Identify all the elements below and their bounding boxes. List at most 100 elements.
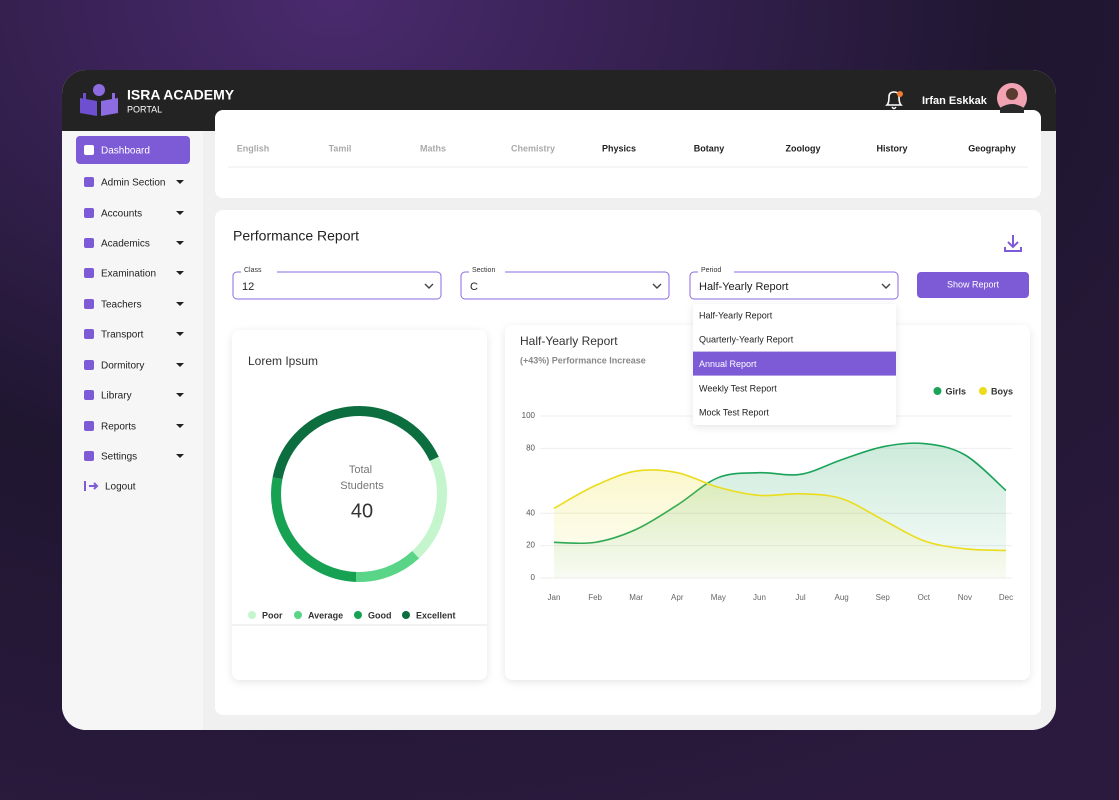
menu-item[interactable]: Reports (101, 422, 136, 433)
subject-tab[interactable]: Botany (694, 143, 725, 153)
dropdown-option[interactable]: Annual Report (699, 359, 757, 369)
filter-label-bg (469, 267, 505, 275)
x-tick-label: May (711, 593, 726, 602)
menu-item[interactable]: Settings (101, 452, 137, 463)
menu-item[interactable]: Accounts (101, 209, 142, 220)
legend-swatch (933, 387, 942, 395)
menu-arrow (176, 302, 184, 306)
menu-icon (84, 329, 94, 339)
dropdown-option[interactable]: Weekly Test Report (699, 383, 777, 393)
legend-label: Boys (991, 386, 1013, 396)
dropdown-option[interactable]: Mock Test Report (699, 408, 769, 418)
subject-tab[interactable]: Physics (602, 143, 636, 153)
menu-item[interactable]: Dashboard (101, 146, 150, 157)
filter-label: Class (244, 267, 262, 274)
legend-swatch (294, 611, 302, 619)
dropdown-option[interactable]: Half-Yearly Report (699, 310, 773, 320)
active-item-bg (76, 136, 190, 164)
menu-item[interactable]: Library (101, 391, 132, 402)
donut-segment (355, 550, 420, 582)
download-icon[interactable] (1004, 235, 1022, 252)
menu-arrow (176, 241, 184, 245)
center-total: 40 (351, 500, 373, 522)
x-tick-label: Jul (795, 593, 805, 602)
x-tick-label: Sep (876, 593, 891, 602)
legend-swatch (248, 611, 256, 619)
menu-arrow (176, 424, 184, 428)
subject-tab[interactable]: Maths (420, 143, 446, 153)
filter-select[interactable] (460, 271, 670, 300)
menu-icon (84, 451, 94, 461)
filter-label-bg (698, 267, 734, 275)
subject-tab[interactable]: Geography (968, 143, 1016, 153)
app-subtitle: PORTAL (127, 104, 162, 114)
notification-bell[interactable] (885, 91, 903, 110)
filter-label-bg (241, 267, 277, 275)
app-title: ISRA ACADEMY (127, 87, 235, 103)
user-name: Irfan Eskkak (922, 95, 988, 107)
show-report-button[interactable] (917, 272, 1029, 298)
menu-icon (84, 268, 94, 278)
donut-segment (272, 406, 439, 480)
subjects-card (215, 110, 1041, 198)
x-tick-label: Oct (918, 593, 931, 602)
menu-item[interactable]: Transport (101, 330, 144, 341)
x-tick-label: Apr (671, 593, 684, 602)
menu-item[interactable]: Examination (101, 269, 156, 280)
menu-icon (84, 177, 94, 187)
filter-label: Section (472, 267, 495, 274)
subject-tab[interactable]: History (876, 143, 907, 153)
chevron (652, 283, 662, 289)
x-tick-label: Mar (629, 593, 643, 602)
menu-arrow (176, 211, 184, 215)
y-tick-label: 20 (526, 541, 535, 550)
dropdown-highlight (693, 351, 896, 376)
subject-tab[interactable]: Zoology (786, 143, 821, 153)
avatar[interactable] (997, 83, 1027, 113)
chart-subtitle: (+43%) Performance Increase (520, 355, 646, 365)
subject-tab[interactable]: Chemistry (511, 143, 555, 153)
app-window (62, 70, 1056, 730)
x-tick-label: Feb (588, 593, 602, 602)
donut-segment (271, 477, 357, 582)
subject-tab[interactable]: English (237, 143, 270, 153)
filter-select[interactable] (232, 271, 442, 300)
filter-label: Period (701, 267, 721, 274)
button-label: Show Report (947, 279, 1000, 289)
menu-item[interactable]: Logout (105, 482, 136, 493)
menu-arrow (176, 332, 184, 336)
menu-item[interactable]: Admin Section (101, 178, 165, 189)
legend-swatch (402, 611, 410, 619)
dropdown-option[interactable]: Quarterly-Yearly Report (699, 335, 794, 345)
filter-value: 12 (242, 281, 254, 293)
center-label: Total Students (340, 464, 384, 492)
menu-arrow (176, 393, 184, 397)
menu-icon (84, 421, 94, 431)
legend-label: Poor (262, 610, 283, 620)
series-line (553, 469, 1007, 552)
menu-item[interactable]: Academics (101, 239, 150, 250)
filter-value: C (470, 281, 478, 293)
legend-swatch (978, 387, 987, 395)
donut-segment (412, 456, 447, 559)
y-tick-label: 80 (526, 444, 535, 453)
chevron (424, 283, 434, 289)
logout-icon (84, 481, 99, 491)
menu-icon (84, 390, 94, 400)
x-tick-label: Nov (958, 593, 972, 602)
legend-label: Girls (945, 386, 966, 396)
menu-item[interactable]: Teachers (101, 300, 142, 311)
menu-item[interactable]: Dormitory (101, 361, 144, 372)
menu-arrow (176, 454, 184, 458)
subject-tab[interactable]: Tamil (329, 143, 352, 153)
x-tick-label: Jun (753, 593, 766, 602)
menu-arrow (176, 271, 184, 275)
menu-icon (84, 299, 94, 309)
menu-icon (84, 145, 94, 155)
filter-select[interactable] (689, 271, 899, 300)
x-tick-label: Jan (548, 593, 561, 602)
chart-title: Half-Yearly Report (520, 334, 618, 348)
chart-title: Lorem Ipsum (248, 354, 318, 368)
legend-label: Average (308, 610, 343, 620)
